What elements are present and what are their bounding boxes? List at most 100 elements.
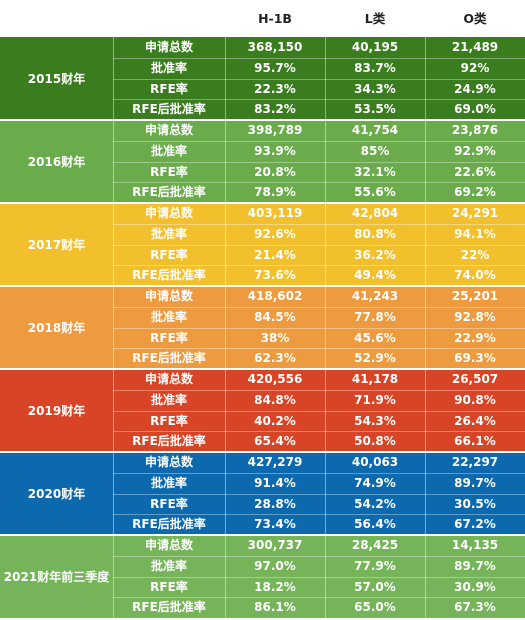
metric-label: 批准率 bbox=[150, 309, 187, 324]
row-divider bbox=[113, 431, 525, 433]
table-row: RFE后批准率 62.3% 52.9% 69.3% bbox=[113, 348, 525, 369]
column-divider bbox=[225, 535, 226, 618]
table-row: 批准率 84.8% 71.9% 90.8% bbox=[113, 390, 525, 411]
metric-label: 批准率 bbox=[150, 558, 187, 573]
value-cell-l: 41,754 bbox=[351, 123, 399, 137]
value-cell-o: 22.9% bbox=[454, 330, 496, 345]
value-cell-l: 71.9% bbox=[354, 392, 396, 407]
value-cell-l: 77.9% bbox=[354, 558, 396, 573]
metric-label: RFE率 bbox=[150, 330, 188, 345]
table-row: 申请总数 427,279 40,063 22,297 bbox=[113, 452, 525, 473]
table-row: 申请总数 420,556 41,178 26,507 bbox=[113, 369, 525, 390]
row-divider bbox=[113, 555, 525, 557]
row-divider bbox=[113, 244, 525, 246]
value-cell-h1b: 78.9% bbox=[254, 185, 296, 200]
value-cell-h1b: 73.6% bbox=[254, 268, 296, 283]
value-cell-l: 56.4% bbox=[354, 517, 396, 532]
year-group: 2018财年 申请总数 418,602 41,243 25,201 批准率 84.5% 77.… bbox=[0, 286, 525, 369]
value-cell-o: 67.3% bbox=[454, 600, 496, 615]
value-cell-o: 92.9% bbox=[454, 143, 496, 158]
column-divider bbox=[425, 452, 426, 535]
table-row: 批准率 97.0% 77.9% 89.7% bbox=[113, 556, 525, 577]
value-cell-l: 40,063 bbox=[351, 455, 399, 469]
value-cell-h1b: 65.4% bbox=[254, 434, 296, 449]
value-cell-h1b: 92.6% bbox=[254, 226, 296, 241]
row-divider bbox=[113, 493, 525, 495]
table-row: RFE率 40.2% 54.3% 26.4% bbox=[113, 411, 525, 432]
value-cell-h1b: 84.5% bbox=[254, 309, 296, 324]
row-divider bbox=[113, 99, 525, 101]
row-divider bbox=[113, 576, 525, 578]
value-cell-l: 41,243 bbox=[351, 289, 399, 303]
value-cell-l: 45.6% bbox=[354, 330, 396, 345]
row-divider bbox=[113, 57, 525, 59]
value-cell-l: 83.7% bbox=[354, 60, 396, 75]
row-divider bbox=[113, 78, 525, 80]
metric-label: 申请总数 bbox=[144, 455, 193, 469]
value-cell-h1b: 97.0% bbox=[254, 558, 296, 573]
column-divider bbox=[113, 37, 114, 120]
value-cell-o: 30.5% bbox=[454, 496, 496, 511]
metric-label: RFE后批准率 bbox=[132, 517, 206, 532]
value-cell-h1b: 300,737 bbox=[247, 538, 303, 552]
value-cell-h1b: 83.2% bbox=[254, 102, 296, 117]
metric-label: RFE率 bbox=[150, 579, 188, 594]
metric-label: RFE后批准率 bbox=[132, 102, 206, 117]
value-cell-l: 28,425 bbox=[351, 538, 399, 552]
value-cell-h1b: 418,602 bbox=[247, 289, 303, 303]
value-cell-l: 41,178 bbox=[351, 372, 399, 386]
value-cell-o: 23,876 bbox=[451, 123, 499, 137]
header-year-col bbox=[0, 0, 113, 37]
value-cell-h1b: 22.3% bbox=[254, 81, 296, 96]
metric-label: 批准率 bbox=[150, 143, 187, 158]
year-group: 2016财年 申请总数 398,789 41,754 23,876 批准率 93.9% 85%… bbox=[0, 120, 525, 203]
column-divider bbox=[425, 535, 426, 618]
value-cell-l: 80.8% bbox=[354, 226, 396, 241]
table-row: RFE后批准率 65.4% 50.8% 66.1% bbox=[113, 431, 525, 452]
fiscal-year-label: 2021财年前三季度 bbox=[3, 570, 110, 584]
value-cell-h1b: 84.8% bbox=[254, 392, 296, 407]
metric-label: 申请总数 bbox=[144, 289, 193, 303]
value-cell-h1b: 18.2% bbox=[254, 579, 296, 594]
value-cell-h1b: 93.9% bbox=[254, 143, 296, 158]
fiscal-year-label: 2017财年 bbox=[27, 238, 86, 252]
table-row: 批准率 95.7% 83.7% 92% bbox=[113, 58, 525, 79]
value-cell-o: 21,489 bbox=[451, 40, 499, 54]
value-cell-h1b: 398,789 bbox=[247, 123, 303, 137]
year-group: 2021财年前三季度 申请总数 300,737 28,425 14,135 批准率 97.0… bbox=[0, 535, 525, 618]
column-divider bbox=[225, 452, 226, 535]
metric-label: 批准率 bbox=[150, 226, 187, 241]
row-divider bbox=[113, 597, 525, 599]
row-divider bbox=[113, 348, 525, 350]
column-divider bbox=[225, 120, 226, 203]
group-separator bbox=[0, 368, 525, 370]
value-cell-o: 22.6% bbox=[454, 164, 496, 179]
table-row: RFE率 22.3% 34.3% 24.9% bbox=[113, 79, 525, 100]
value-cell-l: 54.2% bbox=[354, 496, 396, 511]
value-cell-h1b: 38% bbox=[260, 330, 290, 345]
fiscal-year-label: 2016财年 bbox=[27, 155, 86, 169]
metric-label: RFE率 bbox=[150, 496, 188, 511]
value-cell-o: 30.9% bbox=[454, 579, 496, 594]
row-divider bbox=[113, 410, 525, 412]
table-row: 申请总数 403,119 42,804 24,291 bbox=[113, 203, 525, 224]
column-divider bbox=[113, 452, 114, 535]
table-row: RFE后批准率 86.1% 65.0% 67.3% bbox=[113, 597, 525, 618]
fiscal-year-label: 2018财年 bbox=[27, 321, 86, 335]
row-divider bbox=[113, 223, 525, 225]
metric-label: RFE后批准率 bbox=[132, 185, 206, 200]
table-row: 批准率 84.5% 77.8% 92.8% bbox=[113, 307, 525, 328]
value-cell-l: 36.2% bbox=[354, 247, 396, 262]
year-group: 2017财年 申请总数 403,119 42,804 24,291 批准率 92.6% 80.… bbox=[0, 203, 525, 286]
header-l-visa: L类 bbox=[364, 11, 386, 26]
row-divider bbox=[113, 161, 525, 163]
column-divider bbox=[425, 203, 426, 286]
column-divider bbox=[325, 369, 326, 452]
metric-label: RFE率 bbox=[150, 413, 188, 428]
value-cell-o: 22,297 bbox=[451, 455, 499, 469]
value-cell-h1b: 95.7% bbox=[254, 60, 296, 75]
value-cell-l: 74.9% bbox=[354, 475, 396, 490]
metric-label: RFE率 bbox=[150, 247, 188, 262]
metric-label: 申请总数 bbox=[144, 372, 193, 386]
metric-label: RFE后批准率 bbox=[132, 434, 206, 449]
